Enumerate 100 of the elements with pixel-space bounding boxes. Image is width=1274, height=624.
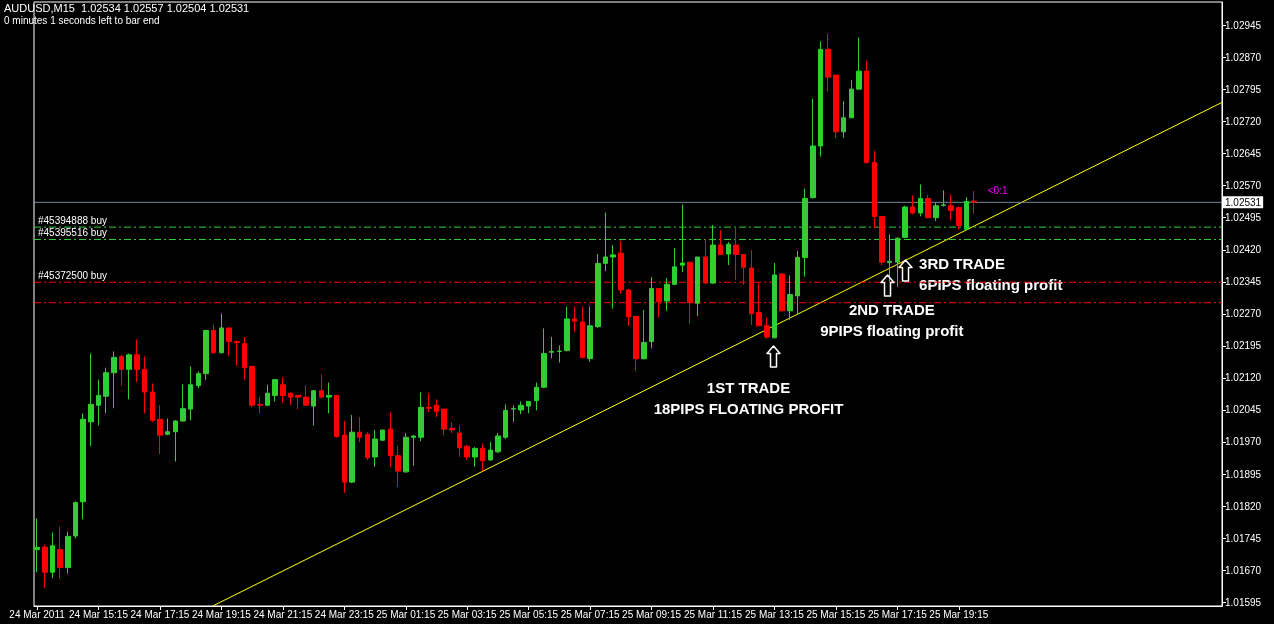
y-tick-label: 1.02045 — [1225, 404, 1262, 416]
candlestick — [111, 350, 117, 409]
text: 0 minutes 1 seconds left to bar end — [4, 14, 160, 26]
candlestick — [257, 396, 263, 414]
candlestick — [196, 370, 201, 389]
candlestick — [73, 500, 78, 540]
x-tick-label: 25 Mar 09:15 — [622, 608, 682, 620]
candlestick — [580, 306, 585, 359]
y-tick-label: 1.02495 — [1225, 212, 1262, 224]
candlestick — [342, 420, 347, 494]
candlestick — [165, 417, 170, 436]
y-tick-label: 1.02945 — [1225, 19, 1262, 31]
candlestick — [864, 60, 869, 164]
candlestick — [50, 532, 55, 579]
candlestick — [372, 429, 378, 468]
candlestick — [764, 317, 770, 340]
x-tick-label: 25 Mar 07:15 — [560, 608, 620, 620]
candlestick — [572, 306, 577, 333]
y-tick-label: 1.01595 — [1225, 596, 1262, 608]
candlestick — [772, 262, 777, 340]
candlestick — [664, 277, 670, 312]
candlestick — [818, 40, 823, 158]
candlestick — [103, 367, 109, 414]
candlestick — [918, 183, 923, 217]
x-tick-label: 25 Mar 05:15 — [499, 608, 559, 620]
candlestick — [226, 327, 232, 357]
candlestick — [795, 250, 800, 315]
candlestick — [564, 306, 570, 352]
candlestick — [134, 338, 140, 383]
candlestick — [956, 206, 962, 230]
candlestick — [434, 398, 439, 418]
y-tick-label: 1.01820 — [1225, 500, 1262, 512]
candlestick — [833, 74, 839, 139]
candlestick — [242, 336, 247, 381]
y-tick-label: 1.02195 — [1225, 340, 1262, 352]
candlestick — [733, 227, 739, 281]
candlestick — [380, 429, 385, 441]
chart-title: AUDUSD,M15 1.02534 1.02557 1.02504 1.02531 — [4, 1, 250, 14]
candlestick — [872, 150, 877, 229]
candlestick — [849, 79, 854, 119]
candlestick — [142, 356, 147, 414]
candlestick — [88, 353, 94, 447]
candlestick — [464, 444, 470, 461]
annotation: 2ND TRADE 9PIPS floating profit — [820, 301, 964, 340]
y-tick-label: 1.01895 — [1225, 468, 1262, 480]
candlestick — [503, 403, 508, 440]
candlestick — [856, 36, 862, 90]
candlestick — [549, 336, 554, 359]
x-tick-label: 25 Mar 17:15 — [867, 608, 928, 620]
candlestick — [150, 382, 155, 423]
x-tick-label: 24 Mar 17:15 — [130, 608, 190, 620]
candlestick — [441, 408, 447, 436]
y-tick-label: 1.02870 — [1225, 52, 1262, 64]
candlestick — [933, 201, 939, 222]
y-tick-label: 1.01745 — [1225, 532, 1262, 544]
candlestick — [534, 382, 539, 411]
y-tick-label: 1.01970 — [1225, 436, 1262, 448]
candlestick — [557, 344, 562, 364]
candlestick — [288, 391, 293, 406]
y-tick-label: 1.02345 — [1225, 276, 1262, 288]
y-tick-label: 1.02120 — [1225, 372, 1262, 384]
candlestick — [395, 445, 401, 488]
y-tick-label: 1.02645 — [1225, 148, 1262, 160]
candlestick — [925, 194, 931, 219]
candlestick — [280, 376, 286, 403]
candlestick — [34, 517, 40, 573]
y-tick-label: 1.02270 — [1225, 308, 1262, 320]
candlestick — [326, 382, 332, 414]
candlestick — [810, 98, 816, 199]
y-tick-label: 1.01670 — [1225, 564, 1262, 576]
candlestick — [219, 313, 224, 355]
candlestick — [879, 215, 885, 266]
candlestick — [334, 394, 339, 439]
candlestick — [595, 253, 601, 329]
candlestick — [418, 391, 424, 442]
candlestick — [411, 434, 416, 467]
x-tick-label: 25 Mar 13:15 — [744, 608, 805, 620]
candlestick — [541, 327, 547, 389]
x-tick-label: 24 Mar 2011 — [9, 608, 66, 620]
candlestick — [57, 526, 63, 579]
candlestick — [633, 315, 639, 372]
ref-line-label: #45372500 buy — [38, 269, 107, 281]
candlestick — [65, 531, 71, 575]
x-tick-label: 24 Mar 23:15 — [314, 608, 375, 620]
candlestick — [718, 229, 723, 255]
candlestick — [311, 390, 316, 426]
candlestick — [472, 446, 478, 468]
candlestick — [357, 416, 362, 443]
x-tick-label: 24 Mar 21:15 — [253, 608, 313, 620]
candlestick — [518, 400, 524, 415]
y-tick-label: 1.02420 — [1225, 244, 1262, 256]
candlestick — [272, 379, 278, 402]
candlestick — [319, 373, 324, 399]
candlestick — [349, 414, 355, 484]
ref-line-label: #45395516 buy — [38, 227, 107, 238]
candlestick — [96, 379, 101, 426]
candlestick — [457, 424, 462, 458]
candlestick — [157, 404, 163, 455]
y-tick-label: 1.02720 — [1225, 116, 1262, 128]
candlestick — [825, 33, 831, 92]
